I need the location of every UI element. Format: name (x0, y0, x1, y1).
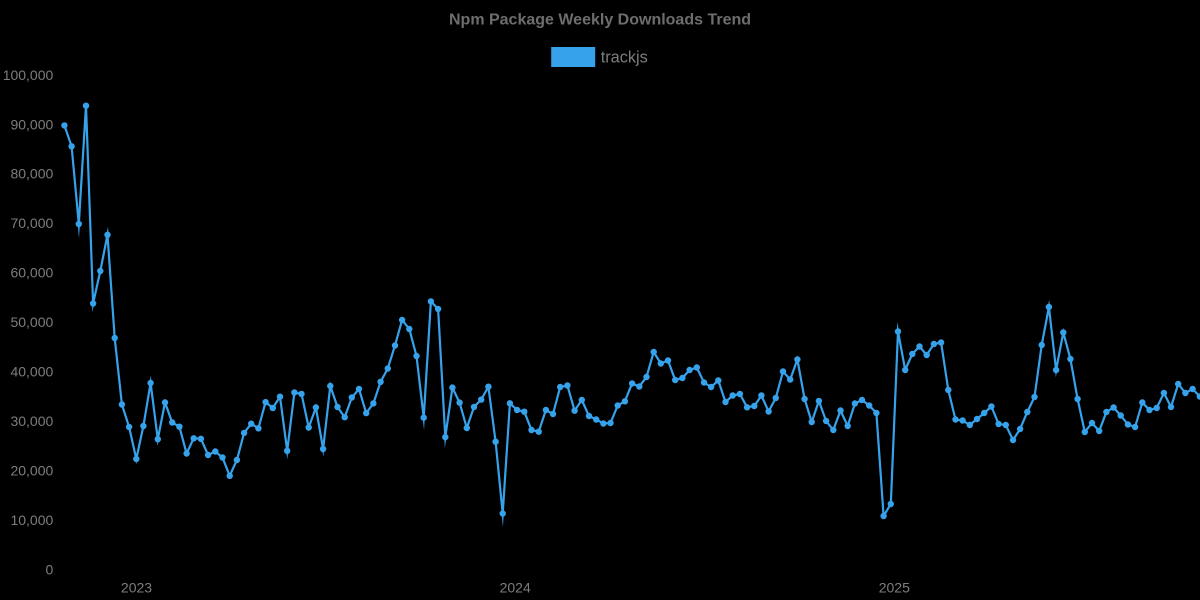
svg-text:80,000: 80,000 (10, 166, 53, 182)
svg-text:2023: 2023 (121, 579, 152, 595)
svg-text:2024: 2024 (500, 579, 531, 595)
svg-text:0: 0 (46, 561, 54, 577)
svg-text:40,000: 40,000 (10, 364, 53, 380)
svg-text:2025: 2025 (879, 579, 910, 595)
svg-text:Npm Package Weekly Downloads T: Npm Package Weekly Downloads Trend (449, 12, 751, 29)
svg-text:30,000: 30,000 (10, 413, 53, 429)
svg-text:60,000: 60,000 (10, 265, 53, 281)
svg-text:100,000: 100,000 (3, 67, 54, 83)
svg-text:90,000: 90,000 (10, 116, 53, 132)
svg-text:20,000: 20,000 (10, 462, 53, 478)
svg-text:10,000: 10,000 (10, 512, 53, 528)
svg-text:trackjs: trackjs (601, 49, 648, 67)
svg-text:70,000: 70,000 (10, 215, 53, 231)
svg-text:50,000: 50,000 (10, 314, 53, 330)
